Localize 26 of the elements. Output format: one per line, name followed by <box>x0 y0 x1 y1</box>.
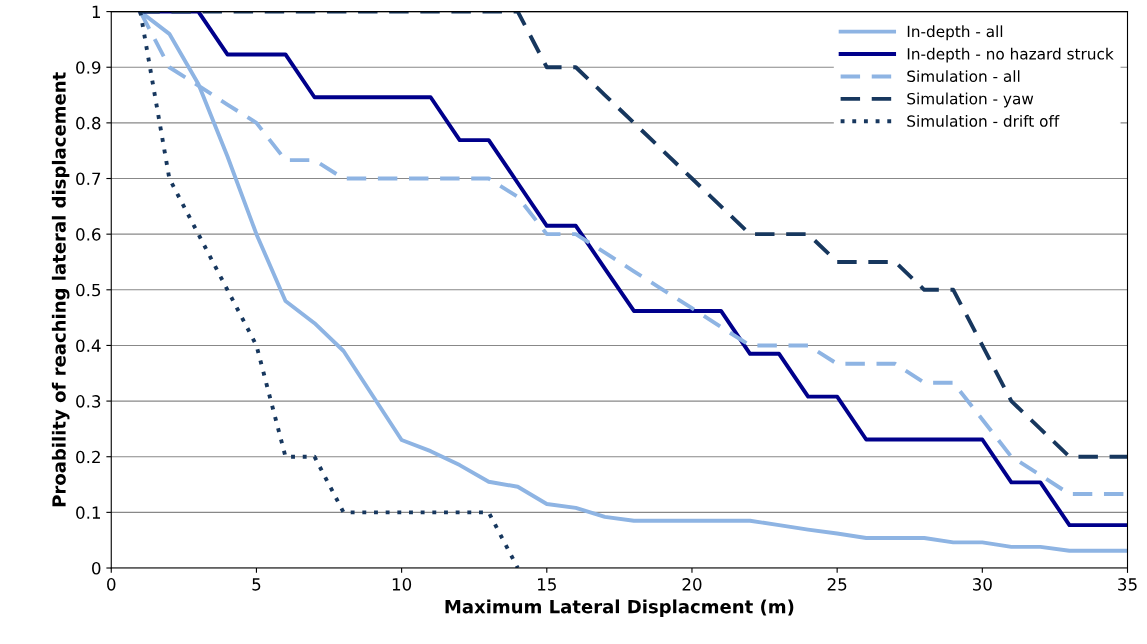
legend-label: Simulation - drift off <box>907 115 1060 127</box>
x-tick-label: 5 <box>252 578 261 591</box>
x-tick-label: 30 <box>972 578 992 591</box>
y-tick-label: 0.4 <box>76 339 101 353</box>
x-tick-label: 20 <box>682 578 702 591</box>
y-axis-title: Proability of reaching lateral displacement <box>51 72 70 507</box>
y-tick-label: 0.5 <box>76 283 101 297</box>
x-tick-label: 0 <box>107 578 116 591</box>
y-tick-label: 0.9 <box>76 61 101 74</box>
y-tick-label: 0.2 <box>76 450 100 464</box>
y-tick-label: 0.3 <box>76 395 101 408</box>
legend-label: In-depth - no hazard struck <box>907 47 1114 63</box>
x-axis-title: Maximum Lateral Displacment (m) <box>445 599 794 617</box>
y-tick-label: 1 <box>92 5 100 18</box>
legend-label: Simulation - all <box>907 70 1020 83</box>
y-tick-label: 0.1 <box>76 506 100 519</box>
x-tick-label: 25 <box>827 578 847 591</box>
x-tick-label: 15 <box>538 578 556 591</box>
y-tick-label: 0.6 <box>76 228 101 241</box>
y-tick-label: 0.8 <box>76 116 101 130</box>
legend-label: Simulation - yaw <box>907 92 1034 108</box>
x-tick-label: 35 <box>1118 578 1137 591</box>
x-tick-label: 10 <box>392 578 412 591</box>
y-tick-label: 0.7 <box>76 172 101 186</box>
legend-label: In-depth - all <box>907 25 1003 41</box>
y-tick-label: 0 <box>92 561 101 575</box>
